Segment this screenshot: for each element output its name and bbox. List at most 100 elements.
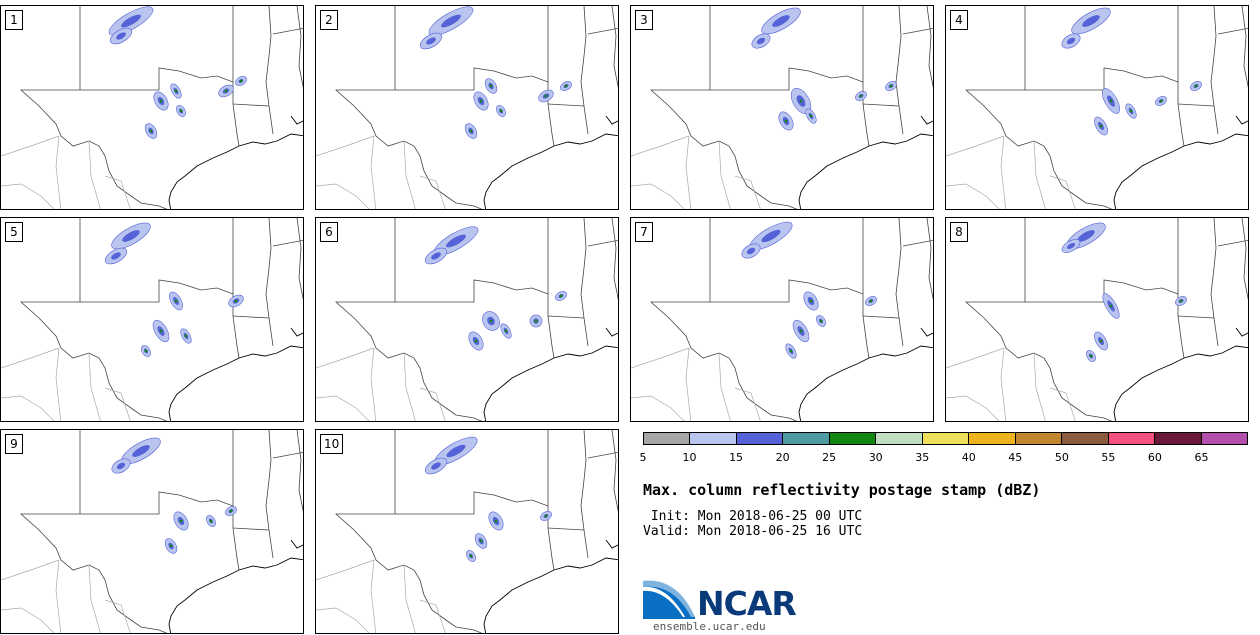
valid-time: Valid: Mon 2018-06-25 16 UTC [643, 524, 863, 539]
reflectivity-echo-peak [479, 99, 483, 103]
reflectivity-echo-core [756, 37, 766, 45]
reflectivity-echo-core [746, 247, 756, 255]
reflectivity-echo-core [772, 15, 790, 27]
reflectivity-echo-peak [819, 319, 823, 323]
reflectivity-echo-peak [469, 554, 473, 558]
colorbar-tick-labels: 5 10 15 20 25 30 35 40 45 50 55 60 65 [639, 445, 1248, 467]
colorbar-tick: 45 [1008, 451, 1023, 464]
reflectivity-echo-peak [489, 84, 493, 88]
reflectivity-echo-core [121, 14, 141, 28]
ensemble-member-panel: 6 [315, 217, 619, 422]
texas-region-map [316, 6, 618, 209]
reflectivity-echo-peak [174, 299, 178, 303]
reflectivity-echo-peak [1109, 99, 1113, 103]
ensemble-member-panel: 8 [945, 217, 1249, 422]
reflectivity-echo-peak [1129, 109, 1133, 113]
texas-region-map [1, 6, 303, 209]
colorbar-tick: 15 [729, 451, 744, 464]
ensemble-member-panel: 7 [630, 217, 934, 422]
reflectivity-echo-peak [489, 319, 493, 323]
reflectivity-echo-core [761, 229, 781, 243]
ensemble-member-panel: 10 [315, 429, 619, 634]
reflectivity-echo-core [431, 462, 441, 470]
reflectivity-echo-peak [809, 114, 813, 118]
reflectivity-echo-peak [1099, 124, 1103, 128]
reflectivity-echo-core [1077, 230, 1095, 242]
ensemble-member-panel: 3 [630, 5, 934, 210]
reflectivity-echo-peak [149, 129, 153, 133]
reflectivity-echo-peak [184, 334, 188, 338]
reflectivity-echo-peak [174, 89, 178, 93]
reflectivity-echo-peak [474, 339, 478, 343]
reflectivity-echo-peak [799, 329, 803, 333]
reflectivity-echo-peak [1179, 299, 1183, 303]
member-number-label: 8 [950, 222, 968, 242]
ensemble-member-panel: 2 [315, 5, 619, 210]
colorbar-tick: 20 [775, 451, 790, 464]
colorbar-segment [829, 433, 877, 444]
reflectivity-echo-peak [1109, 304, 1113, 308]
member-number-label: 2 [320, 10, 338, 30]
ncar-logo-icon [643, 580, 695, 619]
colorbar-segment [1015, 433, 1063, 444]
member-number-label: 9 [5, 434, 23, 454]
reflectivity-echo-peak [224, 89, 228, 93]
colorbar-tick: 50 [1054, 451, 1069, 464]
member-number-label: 1 [5, 10, 23, 30]
texas-region-map [316, 430, 618, 633]
reflectivity-echo-peak [1089, 354, 1093, 358]
texas-region-map [946, 218, 1248, 421]
reflectivity-echo-peak [234, 299, 238, 303]
colorbar-segment [1201, 433, 1248, 444]
colorbar-tick: 55 [1101, 451, 1116, 464]
reflectivity-echo-peak [494, 519, 498, 523]
reflectivity-echo-peak [799, 99, 803, 103]
reflectivity-echo-peak [144, 349, 148, 353]
reflectivity-echo-peak [469, 129, 473, 133]
reflectivity-echo-core [431, 252, 441, 260]
reflectivity-echo-peak [564, 84, 568, 88]
reflectivity-echo-peak [179, 109, 183, 113]
reflectivity-echo-peak [504, 329, 508, 333]
colorbar-segment [1108, 433, 1156, 444]
reflectivity-echo-peak [809, 299, 813, 303]
texas-region-map [1, 218, 303, 421]
ensemble-url: ensemble.ucar.edu [653, 620, 766, 633]
reflectivity-echo-peak [499, 109, 503, 113]
member-number-label: 10 [320, 434, 344, 454]
texas-region-map [316, 218, 618, 421]
reflectivity-echo-peak [859, 94, 863, 98]
reflectivity-echo-peak [179, 519, 183, 523]
reflectivity-echo-peak [1159, 99, 1163, 103]
colorbar-tick: 5 [639, 451, 647, 464]
reflectivity-echo-core [446, 234, 466, 248]
ncar-logo-text: NCAR [697, 584, 797, 623]
reflectivity-echo-core [441, 14, 461, 28]
colorbar-segment [1155, 433, 1202, 444]
member-number-label: 5 [5, 222, 23, 242]
member-number-label: 3 [635, 10, 653, 30]
reflectivity-echo-peak [789, 349, 793, 353]
reflectivity-echo-peak [229, 509, 233, 513]
ensemble-member-panel: 1 [0, 5, 304, 210]
ensemble-member-panel: 5 [0, 217, 304, 422]
reflectivity-echo-peak [1194, 84, 1198, 88]
member-number-label: 6 [320, 222, 338, 242]
colorbar-tick: 40 [961, 451, 976, 464]
texas-region-map [631, 6, 933, 209]
reflectivity-echo-peak [239, 79, 243, 83]
colorbar-tick: 10 [682, 451, 697, 464]
ensemble-member-panel: 9 [0, 429, 304, 634]
colorbar-tick: 30 [868, 451, 883, 464]
reflectivity-echo-peak [869, 299, 873, 303]
reflectivity-echo-peak [159, 329, 163, 333]
colorbar-tick: 25 [822, 451, 837, 464]
reflectivity-echo-peak [544, 94, 548, 98]
reflectivity-echo-core [1066, 37, 1076, 45]
reflectivity-echo-peak [889, 84, 893, 88]
reflectivity-echo-core [446, 444, 466, 458]
texas-region-map [631, 218, 933, 421]
init-time: Init: Mon 2018-06-25 00 UTC [643, 509, 863, 524]
texas-region-map [1, 430, 303, 633]
colorbar-segment [969, 433, 1016, 444]
